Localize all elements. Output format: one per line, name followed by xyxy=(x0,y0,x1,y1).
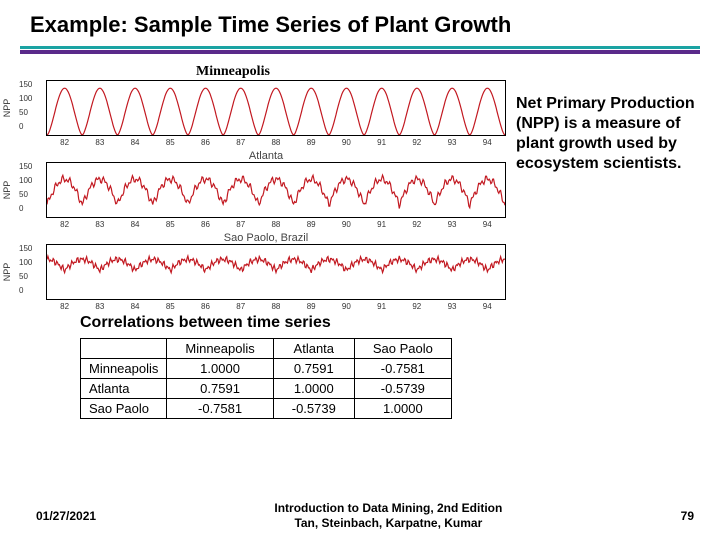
footer-page-number: 79 xyxy=(681,509,694,523)
correlations-table: Minneapolis Atlanta Sao Paolo Minneapoli… xyxy=(80,338,452,419)
title-rule xyxy=(20,46,700,54)
chart-line-minneapolis xyxy=(47,81,505,135)
x-axis-ticks: 82838485868788899091929394 xyxy=(47,138,505,147)
correlations-heading: Correlations between time series xyxy=(80,314,720,332)
y-axis-label: NPP xyxy=(2,99,12,118)
slide-title: Example: Sample Time Series of Plant Gro… xyxy=(0,0,720,44)
chart-line-atlanta xyxy=(47,163,505,217)
footer-citation: Introduction to Data Mining, 2nd Edition… xyxy=(96,501,681,530)
chart-saopaolo: NPP 150 100 50 0 82838485868788899091929… xyxy=(46,244,506,300)
y-axis-label: NPP xyxy=(2,263,12,282)
footer-date: 01/27/2021 xyxy=(36,509,96,523)
chart-label-minneapolis: Minneapolis xyxy=(196,64,506,80)
chart-minneapolis: NPP 150 100 50 0 82838485868788899091929… xyxy=(46,80,506,136)
chart-label-atlanta: Atlanta xyxy=(36,150,496,162)
npp-description: Net Primary Production (NPP) is a measur… xyxy=(516,94,698,174)
y-axis-ticks: 150 100 50 0 xyxy=(19,163,32,219)
content-area: Minneapolis NPP 150 100 50 0 82838485868… xyxy=(0,60,720,300)
y-axis-label: NPP xyxy=(2,181,12,200)
table-row: Minneapolis 1.0000 0.7591 -0.7581 xyxy=(81,359,452,379)
chart-line-saopaolo xyxy=(47,245,505,299)
y-axis-ticks: 150 100 50 0 xyxy=(19,81,32,137)
chart-atlanta: NPP 150 100 50 0 82838485868788899091929… xyxy=(46,162,506,218)
table-row: Sao Paolo -0.7581 -0.5739 1.0000 xyxy=(81,399,452,419)
x-axis-ticks: 82838485868788899091929394 xyxy=(47,220,505,229)
y-axis-ticks: 150 100 50 0 xyxy=(19,245,32,301)
table-row: Atlanta 0.7591 1.0000 -0.5739 xyxy=(81,379,452,399)
slide-footer: 01/27/2021 Introduction to Data Mining, … xyxy=(0,501,720,530)
side-text-column: Net Primary Production (NPP) is a measur… xyxy=(506,64,704,300)
table-row: Minneapolis Atlanta Sao Paolo xyxy=(81,339,452,359)
x-axis-ticks: 82838485868788899091929394 xyxy=(47,302,505,311)
chart-label-saopaolo: Sao Paolo, Brazil xyxy=(36,232,496,244)
charts-column: Minneapolis NPP 150 100 50 0 82838485868… xyxy=(16,64,506,300)
